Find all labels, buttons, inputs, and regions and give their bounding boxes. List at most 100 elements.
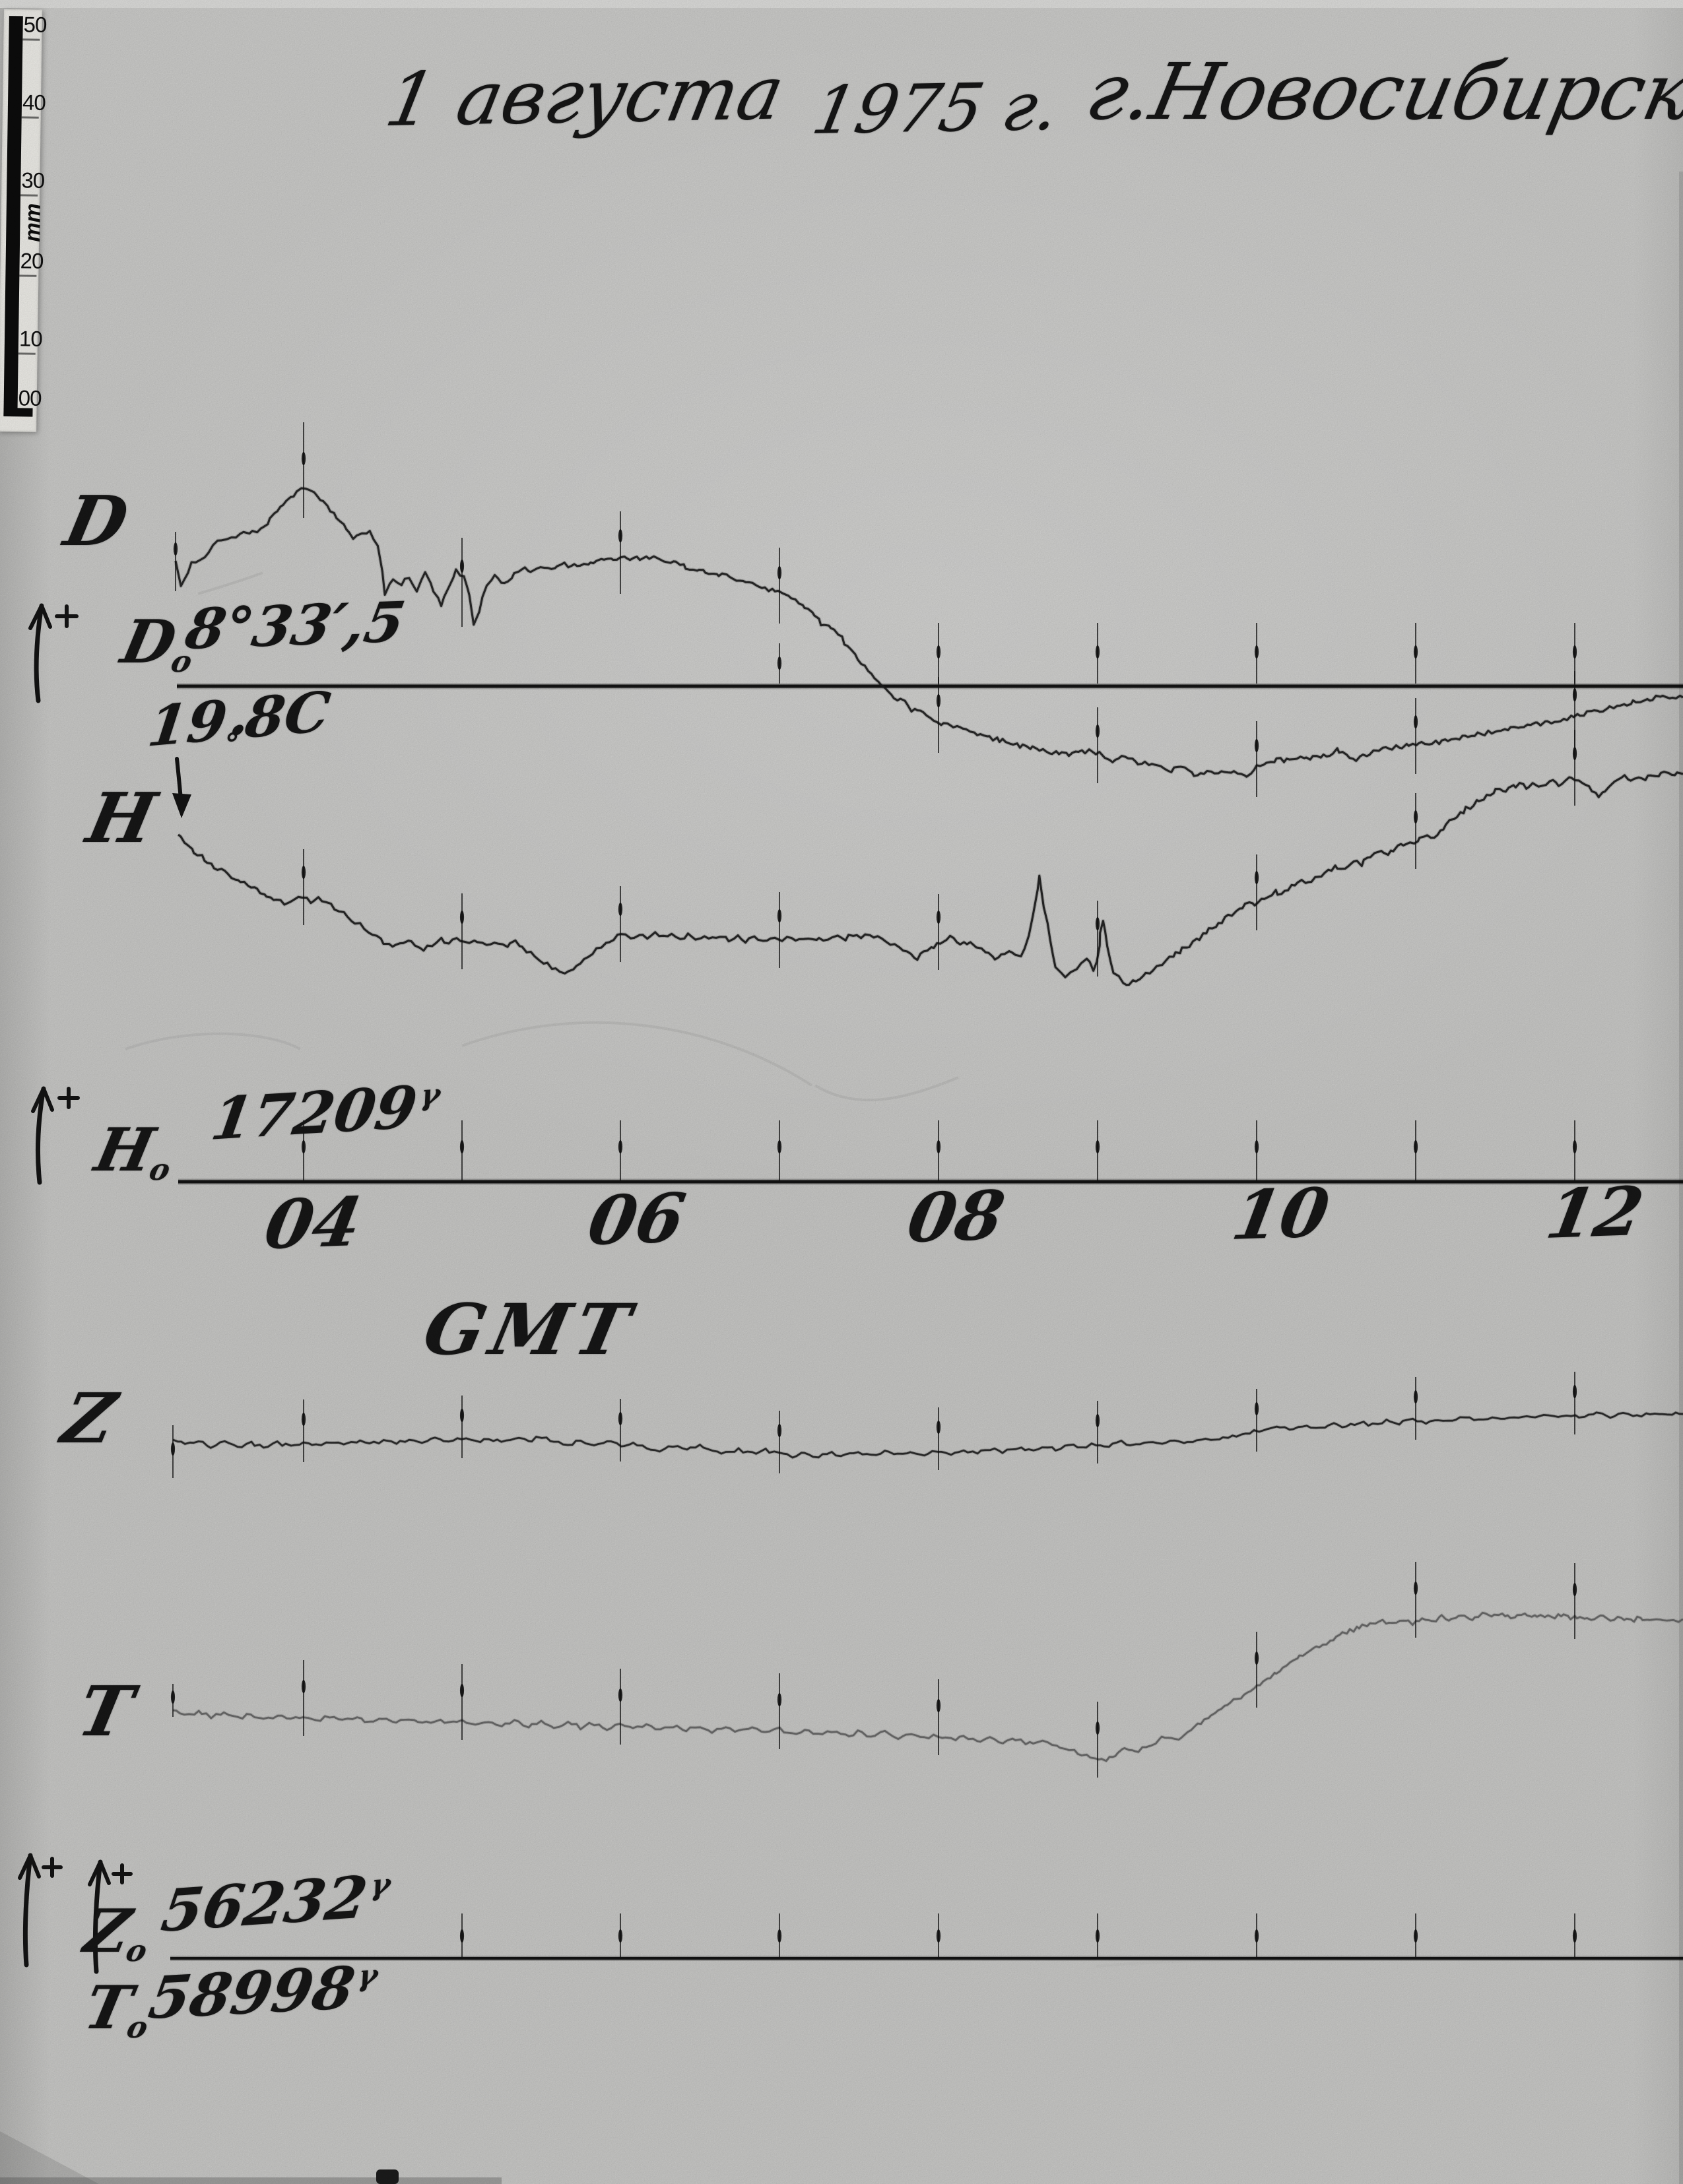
paper-creases (125, 571, 1558, 1968)
hour-mark-drop (459, 1929, 465, 1943)
hour-mark-drop (1413, 1140, 1418, 1153)
hour-mark-drop (777, 1929, 782, 1943)
baseline-value-T0: 58998γ (144, 1952, 381, 2032)
hour-mark-drop (777, 657, 782, 670)
temperature-annotation: 19 °. 8C (144, 678, 334, 762)
trace-H (178, 771, 1683, 986)
hour-mark-drop (777, 909, 782, 922)
hour-mark-drop (301, 452, 306, 465)
hour-mark-drop (936, 645, 941, 658)
hour-mark-drop (1572, 1140, 1577, 1153)
d-positive-up-arrow-plus-icon (28, 603, 79, 703)
hour-mark-drop (936, 911, 941, 924)
hour-mark-drop (777, 1140, 782, 1153)
hour-mark-drop (459, 1684, 465, 1697)
mm-scale-ruler: 50 40 30 20 10 00 mm (0, 9, 47, 432)
hour-mark-drop (1413, 1929, 1418, 1943)
hour-mark-drop (1254, 1929, 1259, 1943)
baseline-label-H0: Ho (89, 1115, 174, 1187)
z-positive-up-arrow-plus-icon (18, 1853, 63, 1968)
hour-mark-drop (1413, 810, 1418, 823)
ruler-tick (21, 116, 39, 119)
h-positive-up-arrow-plus-icon (31, 1086, 80, 1185)
hour-label-12: 12 (1540, 1172, 1649, 1254)
hour-mark-drop (1413, 1582, 1418, 1595)
temperature-down-arrow-icon (172, 757, 191, 818)
hour-mark-drop (1572, 1583, 1577, 1596)
hour-mark-drop (1572, 747, 1577, 760)
hour-mark-drop (936, 1699, 941, 1712)
hour-mark-drop (1254, 645, 1259, 658)
hour-mark-drop (936, 1929, 941, 1943)
hour-mark-drop (1572, 1385, 1577, 1398)
hour-mark-drop (1254, 1402, 1259, 1415)
hour-mark-drop (1095, 645, 1100, 658)
hour-mark-drop (301, 866, 306, 879)
hour-mark-drop (459, 560, 465, 573)
ruler-tick (22, 38, 40, 41)
ruler-label-20: 20 (20, 248, 44, 273)
hour-mark-drop (618, 1412, 623, 1425)
baseline-value-Z0: 56232γ (157, 1862, 393, 1945)
hour-mark-drop (1095, 917, 1100, 930)
hour-mark-drop (1254, 1140, 1259, 1153)
title-date: 1 августа (379, 50, 791, 143)
hour-mark-drop (777, 1424, 782, 1437)
hour-label-10: 10 (1226, 1173, 1335, 1256)
hour-mark-drop (618, 1929, 623, 1943)
baseline-label-Z0: Zo (79, 1896, 150, 1968)
hour-mark-drop (170, 1690, 176, 1704)
hour-label-08: 08 (902, 1176, 1010, 1258)
hour-mark-drop (459, 1409, 465, 1422)
hour-label-04: 04 (259, 1182, 368, 1265)
hour-mark-drop (173, 542, 178, 556)
hour-mark-drop (1095, 1929, 1100, 1943)
trace-T (172, 1611, 1683, 1762)
hour-mark-drop (1413, 1390, 1418, 1403)
ruler-label-40: 40 (22, 90, 46, 115)
ruler-label-50: 50 (23, 12, 47, 37)
hour-label-06: 06 (582, 1178, 691, 1261)
hour-mark-drop (1254, 871, 1259, 884)
hour-mark-drop (1254, 1652, 1259, 1665)
hour-mark-drop (1572, 1929, 1577, 1943)
hour-mark-drop (1095, 724, 1100, 738)
ruler-label-00: 00 (18, 385, 42, 410)
ruler-tick (19, 274, 37, 277)
hour-mark-drop (618, 529, 623, 542)
baseline-label-T0: To (79, 1973, 151, 2045)
ruler-label-10: 10 (18, 326, 43, 351)
hour-mark-drop (301, 1413, 306, 1426)
gmt-axis-label: GMT (416, 1288, 644, 1370)
hour-mark-drop (1095, 1414, 1100, 1427)
hour-mark-drop (777, 566, 782, 579)
hour-mark-drop (459, 1140, 465, 1153)
title-year: 1975 г. (806, 67, 1066, 149)
hour-mark-drop (1413, 645, 1418, 658)
hour-mark-drop (1572, 645, 1577, 658)
hour-mark-drop (1095, 1721, 1100, 1735)
baseline-value-H0: 17209γ (207, 1072, 443, 1153)
hour-mark-drop (170, 1442, 176, 1456)
hour-mark-drop (936, 1140, 941, 1153)
ruler-tick (20, 194, 38, 197)
ruler-tick (18, 352, 36, 355)
hour-mark-drop (1572, 688, 1577, 701)
hour-mark-drop (1254, 739, 1259, 752)
hour-mark-drop (618, 1140, 623, 1153)
hour-mark-drop (618, 1688, 623, 1702)
title-city: г.Новосибирск (1078, 46, 1683, 137)
hour-mark-drop (777, 1693, 782, 1706)
hour-mark-drop (936, 1421, 941, 1434)
baseline-value-D0: 8°33′,5 (180, 589, 410, 662)
hour-mark-drop (1413, 715, 1418, 728)
hour-mark-drop (459, 911, 465, 924)
hour-mark-drop (618, 903, 623, 916)
hour-mark-drop (301, 1680, 306, 1693)
trace-Z (172, 1411, 1683, 1459)
trace-halo-H (177, 769, 1683, 987)
hour-mark-drop (936, 694, 941, 707)
hour-mark-drop (1095, 1140, 1100, 1153)
ruler-unit-label: mm (20, 203, 45, 242)
